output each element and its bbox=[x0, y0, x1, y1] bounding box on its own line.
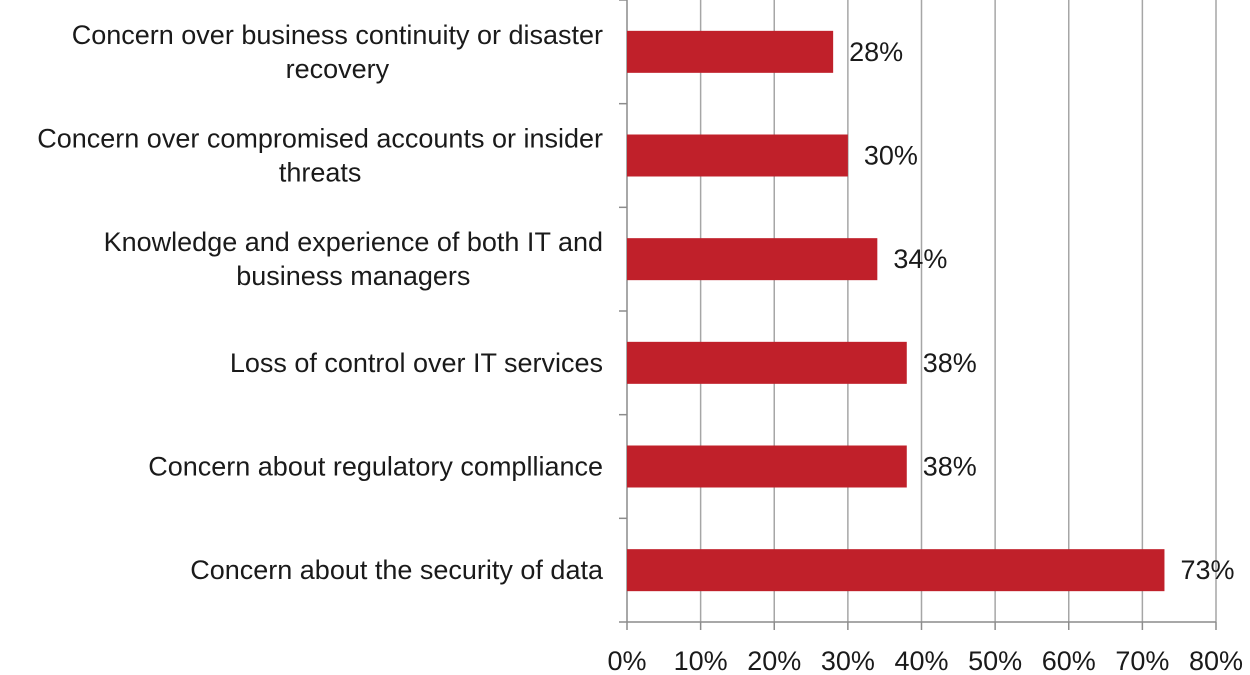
category-label: Concern over business continuity or disa… bbox=[72, 20, 603, 50]
category-label: Knowledge and experience of both IT and bbox=[104, 227, 603, 257]
x-tick-label: 30% bbox=[821, 646, 875, 675]
bar bbox=[627, 341, 907, 384]
data-label: 38% bbox=[923, 348, 977, 378]
category-label: threats bbox=[279, 158, 362, 188]
data-label: 28% bbox=[849, 37, 903, 67]
x-tick-label: 0% bbox=[607, 646, 646, 675]
x-tick-label: 10% bbox=[674, 646, 728, 675]
bar bbox=[627, 30, 834, 73]
x-tick-label: 40% bbox=[894, 646, 948, 675]
x-tick-label: 20% bbox=[747, 646, 801, 675]
category-label: Concern over compromised accounts or ins… bbox=[37, 124, 603, 154]
data-label: 30% bbox=[864, 141, 918, 171]
category-label: business managers bbox=[236, 261, 470, 291]
x-tick-label: 60% bbox=[1042, 646, 1096, 675]
category-label: Concern about the security of data bbox=[190, 555, 604, 585]
data-label: 73% bbox=[1180, 555, 1234, 585]
x-tick-label: 80% bbox=[1189, 646, 1243, 675]
data-label: 34% bbox=[893, 244, 947, 274]
category-label: Concern about regulatory complliance bbox=[148, 452, 603, 482]
labels: 0% 10% 20% 30% 40% 50% 60% 70% 80% 28% Concern ove… bbox=[37, 20, 1243, 675]
category-label: Loss of control over IT services bbox=[230, 348, 603, 378]
axes bbox=[619, 0, 1217, 630]
bar bbox=[627, 549, 1165, 592]
category-label: recovery bbox=[286, 54, 390, 84]
bar bbox=[627, 445, 907, 488]
grid-lines bbox=[699, 0, 1217, 622]
bar bbox=[627, 238, 878, 281]
x-tick-label: 50% bbox=[968, 646, 1022, 675]
bar bbox=[627, 134, 848, 177]
x-tick-label: 70% bbox=[1115, 646, 1169, 675]
data-label: 38% bbox=[923, 452, 977, 482]
bars bbox=[627, 30, 1165, 592]
